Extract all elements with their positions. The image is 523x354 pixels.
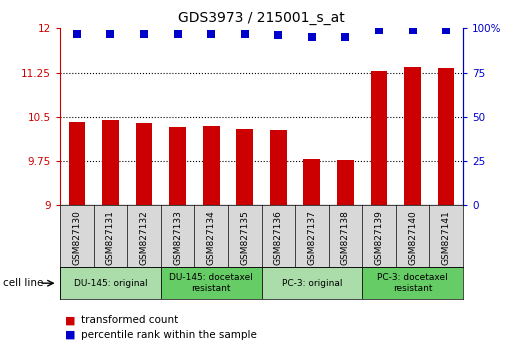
Bar [362, 267, 463, 299]
Bar [404, 67, 421, 205]
Point [140, 31, 148, 36]
Text: GSM827131: GSM827131 [106, 210, 115, 265]
Text: DU-145: original: DU-145: original [74, 279, 147, 288]
Text: transformed count: transformed count [81, 315, 178, 325]
Bar [236, 129, 253, 205]
Text: PC-3: docetaxel
resistant: PC-3: docetaxel resistant [377, 274, 448, 293]
Text: GSM827136: GSM827136 [274, 210, 283, 265]
Bar [135, 123, 152, 205]
Text: ■: ■ [65, 315, 76, 325]
Text: GSM827140: GSM827140 [408, 210, 417, 265]
Text: GSM827133: GSM827133 [173, 210, 182, 265]
Point [106, 31, 115, 36]
Text: ■: ■ [65, 330, 76, 339]
Text: GSM827135: GSM827135 [240, 210, 249, 265]
Bar [203, 126, 220, 205]
Text: GSM827137: GSM827137 [308, 210, 316, 265]
Bar [60, 267, 161, 299]
Text: PC-3: original: PC-3: original [281, 279, 342, 288]
Text: cell line: cell line [3, 278, 43, 288]
Point [442, 27, 450, 33]
Text: percentile rank within the sample: percentile rank within the sample [81, 330, 257, 339]
Point [241, 31, 249, 36]
Bar [102, 120, 119, 205]
Point [207, 31, 215, 36]
Point [375, 27, 383, 33]
Point [274, 33, 282, 38]
Bar [169, 127, 186, 205]
Point [408, 27, 417, 33]
Text: GSM827139: GSM827139 [374, 210, 383, 265]
Bar [337, 160, 354, 205]
Bar [270, 130, 287, 205]
Text: GSM827141: GSM827141 [441, 210, 451, 265]
Bar [161, 267, 262, 299]
Text: GSM827134: GSM827134 [207, 210, 215, 265]
Bar [371, 71, 388, 205]
Point [174, 31, 182, 36]
Bar [262, 267, 362, 299]
Point [341, 34, 349, 40]
Bar [438, 68, 454, 205]
Bar [69, 121, 85, 205]
Title: GDS3973 / 215001_s_at: GDS3973 / 215001_s_at [178, 11, 345, 24]
Text: GSM827132: GSM827132 [140, 210, 149, 265]
Bar [303, 159, 320, 205]
Text: GSM827130: GSM827130 [72, 210, 82, 265]
Text: DU-145: docetaxel
resistant: DU-145: docetaxel resistant [169, 274, 253, 293]
Text: GSM827138: GSM827138 [341, 210, 350, 265]
Point [308, 34, 316, 40]
Point [73, 31, 81, 36]
